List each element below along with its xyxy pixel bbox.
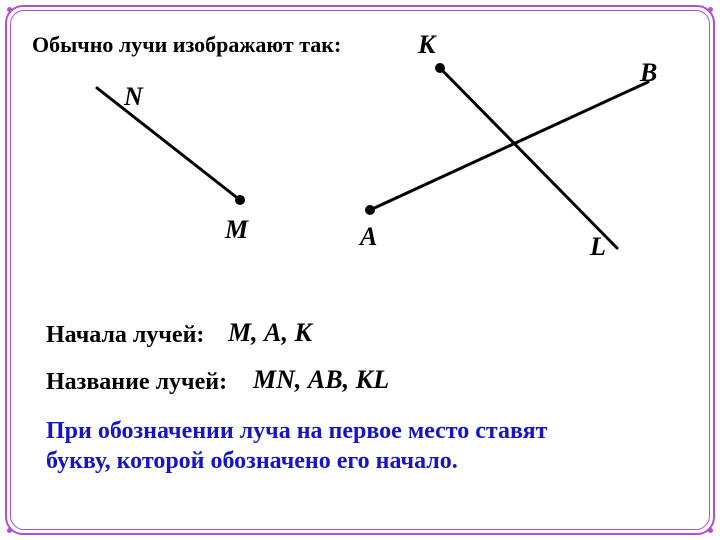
label-M: M xyxy=(225,215,248,245)
ray-AB xyxy=(370,82,648,210)
corner-dot-tl xyxy=(7,7,12,12)
ray-MN xyxy=(97,88,240,200)
origins-value: М, А, К xyxy=(228,318,312,348)
point-M xyxy=(235,195,245,205)
corner-dot-tr xyxy=(708,7,713,12)
note-line-1: При обозначении луча на первое место ста… xyxy=(46,418,547,445)
label-N: N xyxy=(124,82,143,112)
label-A: A xyxy=(360,222,377,252)
slide-stage: N M К B A L Обычно лучи изображают так: … xyxy=(0,0,720,540)
ray-KL xyxy=(440,68,617,248)
label-B: B xyxy=(640,58,657,88)
note-line-2: букву, которой обозначено его начало. xyxy=(46,448,458,475)
names-value: МN, АВ, КL xyxy=(253,365,389,395)
point-A xyxy=(365,205,375,215)
label-L: L xyxy=(590,232,606,262)
names-label: Название лучей: xyxy=(46,369,227,396)
point-K xyxy=(435,63,445,73)
origins-label: Начала лучей: xyxy=(46,322,204,349)
heading-text: Обычно лучи изображают так: xyxy=(32,32,341,58)
corner-dot-br xyxy=(708,528,713,533)
corner-dot-bl xyxy=(7,528,12,533)
label-K: К xyxy=(418,30,436,60)
